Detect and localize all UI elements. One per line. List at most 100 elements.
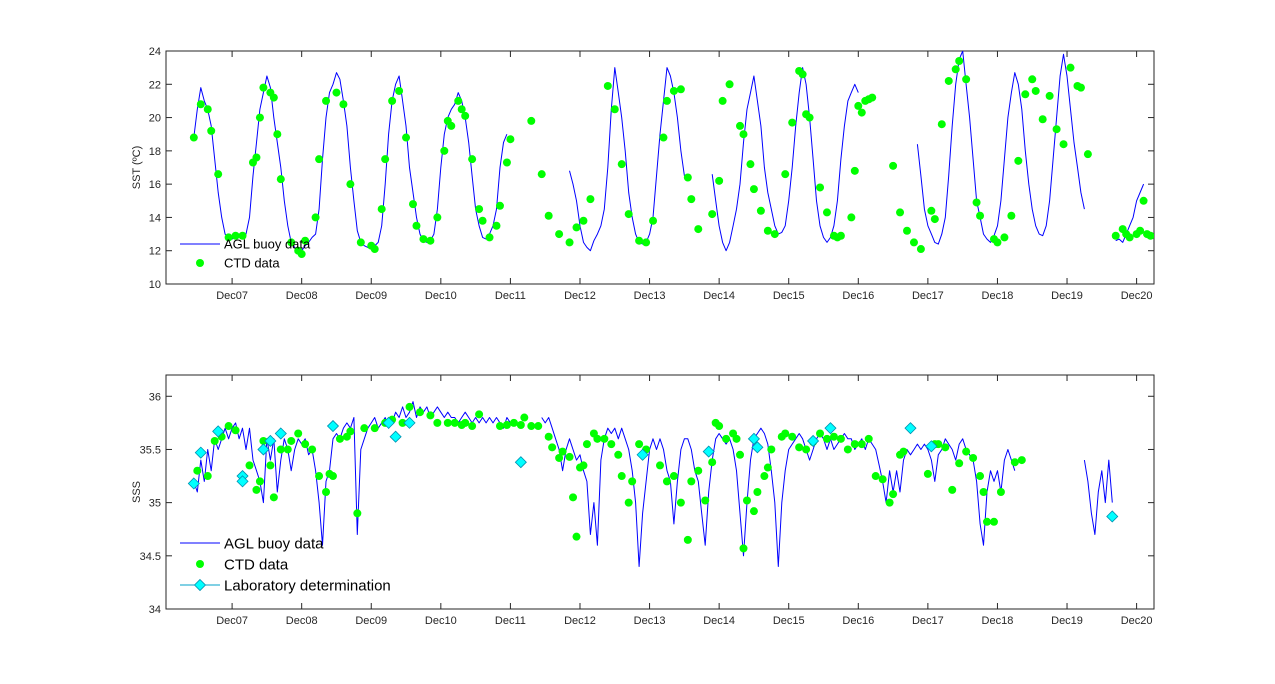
sst-ctd-point <box>955 56 964 65</box>
sst-ctd-point <box>502 158 511 167</box>
sst-ctd-point <box>381 155 390 164</box>
sss-ctd-point <box>353 509 362 518</box>
sss-lab-point <box>257 443 270 456</box>
sss-ctd-point <box>308 445 317 454</box>
sst-x-tick-label: Dec10 <box>425 290 457 302</box>
sst-ctd-point <box>927 206 936 215</box>
sst-ctd-point <box>565 238 574 247</box>
sss-x-tick-label: Dec16 <box>842 615 874 627</box>
sss-ctd-point <box>742 496 751 505</box>
sss-ctd-point <box>287 436 296 445</box>
sss-x-tick-label: Dec14 <box>703 615 735 627</box>
sss-ctd-point <box>635 440 644 449</box>
sst-ctd-point <box>1111 231 1120 240</box>
sss-ctd-point <box>850 440 859 449</box>
sss-ctd-point <box>502 420 511 429</box>
sst-ctd-point <box>854 101 863 110</box>
sst-ctd-point <box>1031 86 1040 95</box>
sst-ctd-point <box>896 208 905 217</box>
sst-ctd-point <box>1066 63 1075 72</box>
sst-ctd-point <box>816 183 825 192</box>
sss-ctd-point <box>509 418 518 427</box>
sss-ctd-point <box>516 420 525 429</box>
sss-lab-point <box>274 427 287 440</box>
sst-ctd-point <box>788 118 797 127</box>
sss-ctd-point <box>193 466 202 475</box>
sss-ctd-point <box>802 445 811 454</box>
sst-ctd-point <box>315 155 324 164</box>
sst-plot-area <box>165 50 1155 285</box>
sst-ctd-point <box>715 176 724 185</box>
sst-ctd-point <box>739 130 748 139</box>
sss-ctd-point <box>269 493 278 502</box>
sst-x-tick-label: Dec15 <box>773 290 805 302</box>
sst-ctd-point <box>930 215 939 224</box>
sss-ctd-point <box>231 426 240 435</box>
sst-y-tick-label: 24 <box>149 46 161 58</box>
sst-ctd-point <box>642 238 651 247</box>
sss-x-tick-label: Dec12 <box>564 615 596 627</box>
sss-ctd-point <box>360 424 369 433</box>
sss-ctd-point <box>544 432 553 441</box>
sss-lab-point <box>403 416 416 429</box>
sss-ctd-point <box>816 429 825 438</box>
sss-ctd-point <box>767 445 776 454</box>
sst-ctd-point <box>555 230 564 239</box>
sst-ctd-point <box>447 121 456 130</box>
sst-ctd-point <box>544 211 553 220</box>
sst-ctd-point <box>1038 115 1047 124</box>
sst-ctd-point <box>297 250 306 259</box>
sst-y-tick-label: 20 <box>149 113 161 125</box>
sss-ctd-point <box>398 418 407 427</box>
sss-ctd-point <box>301 440 310 449</box>
sss-ctd-point <box>836 434 845 443</box>
sst-ctd-point <box>781 170 790 179</box>
sss-lab-point <box>382 416 395 429</box>
sst-ctd-point <box>725 80 734 89</box>
sss-x-tick-label: Dec19 <box>1051 615 1083 627</box>
sss-lab-point <box>747 432 760 445</box>
sst-ctd-point <box>916 245 925 254</box>
sst-ctd-point <box>468 155 477 164</box>
sst-ctd-point <box>485 233 494 242</box>
sss-ctd-point <box>475 410 484 419</box>
sst-x-tick-label: Dec12 <box>564 290 596 302</box>
sst-ctd-point <box>311 213 320 222</box>
sss-ctd-point <box>593 434 602 443</box>
sst-ctd-point <box>475 205 484 214</box>
sst-x-tick-label: Dec18 <box>982 290 1014 302</box>
sst-y-tick-label: 22 <box>149 79 161 91</box>
sst-ctd-point <box>683 173 692 182</box>
sst-ctd-point <box>203 105 212 114</box>
sss-ctd-point <box>527 422 536 431</box>
sss-ctd-point <box>753 488 762 496</box>
sss-ctd-point <box>443 418 452 427</box>
sss-ctd-point <box>415 408 424 417</box>
sst-ctd-point <box>836 231 845 240</box>
sss-ctd-point <box>962 447 971 456</box>
sss-ctd-point <box>885 498 894 507</box>
sst-x-tick-label: Dec16 <box>842 290 874 302</box>
sst-ctd-point <box>736 121 745 130</box>
sss-ctd-point <box>996 488 1005 496</box>
sst-ctd-point <box>495 201 504 210</box>
sst-data-layer <box>189 51 1154 259</box>
sss-ctd-point <box>955 459 964 468</box>
sss-lab-point <box>236 475 249 488</box>
sss-ctd-point <box>405 402 414 411</box>
sst-ctd-point <box>269 93 278 102</box>
sss-ctd-point <box>461 418 470 427</box>
sst-ctd-point <box>822 208 831 217</box>
sst-ctd-point <box>976 211 985 220</box>
sss-ctd-point <box>328 472 337 481</box>
sss-ctd-point <box>266 461 275 470</box>
sss-ctd-point <box>795 443 804 452</box>
sst-x-tick-label: Dec14 <box>703 290 735 302</box>
sst-y-tick-label: 18 <box>149 146 161 158</box>
sst-x-tick-label: Dec20 <box>1121 290 1153 302</box>
sss-y-tick-label: 36 <box>149 391 161 403</box>
sst-legend-dot-swatch <box>196 259 204 267</box>
sst-ctd-point <box>301 236 310 245</box>
sss-ctd-point <box>979 488 988 496</box>
